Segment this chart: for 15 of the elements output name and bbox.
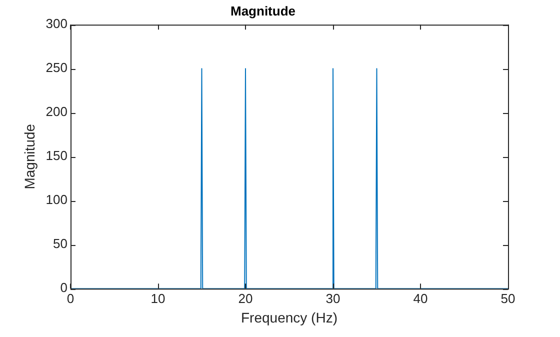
x-tick-label: 50 (500, 290, 516, 306)
y-tick-label: 250 (46, 60, 68, 76)
y-axis-title: Magnitude (21, 124, 38, 190)
y-tick-label: 200 (46, 104, 68, 120)
x-axis-title: Frequency (Hz) (241, 309, 338, 326)
x-tick-label: 20 (238, 290, 253, 306)
y-tick-label: 300 (46, 16, 68, 32)
x-tick-label: 10 (150, 290, 166, 306)
chart-title: Magnitude (230, 3, 296, 18)
y-tick-label: 50 (53, 236, 68, 252)
y-tick-label: 150 (46, 148, 68, 164)
x-tick-label: 40 (413, 290, 428, 306)
y-tick-label: 100 (46, 192, 68, 208)
y-tick-label: 0 (60, 280, 68, 296)
x-tick-label: 30 (326, 290, 340, 306)
